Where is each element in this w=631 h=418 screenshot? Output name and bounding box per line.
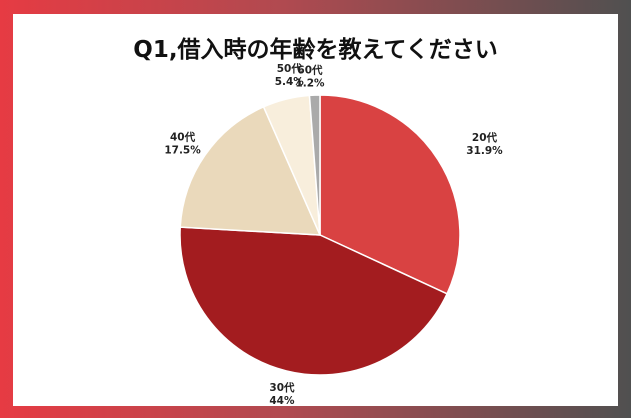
slice-value-label-1: 31.9%: [466, 145, 503, 157]
slice-label-1: 20代: [472, 131, 498, 144]
chart-card: Q1,借入時の年齢を教えてください 20代 31.9% 30代 44% 40代 17.5%…: [13, 14, 618, 406]
pie-slice-5: [308, 94, 321, 236]
pie-slice-1: [319, 94, 461, 295]
slice-value-label-2: 44%: [269, 395, 295, 406]
slice-label-5: 60代: [297, 64, 323, 77]
slice-label-2: 30代: [269, 381, 295, 394]
slice-label-3: 40代: [170, 130, 196, 143]
pie-slices: [179, 94, 461, 376]
slice-value-label-5: 1.2%: [295, 78, 325, 90]
slice-value-label-4: 5.4%: [275, 76, 305, 88]
slice-value-label-3: 17.5%: [164, 144, 201, 156]
pie-slice-3: [179, 105, 322, 236]
chart-title: Q1,借入時の年齢を教えてください: [133, 37, 498, 63]
pie-slice-2: [179, 226, 449, 376]
slice-label-4: 50代: [277, 62, 303, 75]
